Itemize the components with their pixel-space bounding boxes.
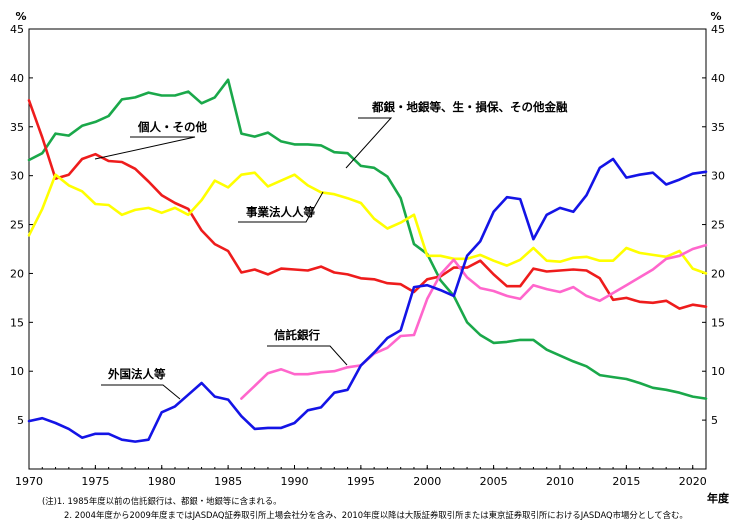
footnote-1: (注)1. 1985年度以前の信託銀行は、都銀・地銀等に含まれる。 [42,496,282,506]
series-line-3 [240,243,708,400]
annotation-leader-1 [94,136,196,160]
annotation-leader-3 [267,345,348,366]
x-tick-label: 1970 [15,475,43,488]
series-line-4 [27,157,708,443]
x-tick-label: 2015 [612,475,640,488]
y-tick-label-left: 40 [10,72,24,85]
y-tick-label-right: 40 [711,72,725,85]
y-tick-label-right: 30 [711,170,725,183]
y-tick-label-left: 15 [10,316,24,329]
y-tick-label-right: 20 [711,267,725,280]
x-tick-label: 1990 [280,475,308,488]
y-tick-label-left: 25 [10,219,24,232]
x-tick-label: 1995 [347,475,375,488]
y-unit-left: % [15,10,26,23]
series-line-2 [27,171,708,275]
y-tick-label-left: 30 [10,170,24,183]
x-axis-label: 年度 [707,491,730,505]
y-tick-label-right: 15 [711,316,725,329]
y-tick-label-right: 5 [711,414,718,427]
x-tick-label: 1975 [81,475,109,488]
annotation-leader-4 [101,384,181,400]
x-tick-label: 2005 [480,475,508,488]
y-tick-label-right: 10 [711,365,725,378]
plot-frame [28,28,707,470]
annotation-label-1: 個人・その他 [137,120,207,134]
x-tick-label: 2000 [413,475,441,488]
y-tick-label-right: 25 [711,219,725,232]
x-tick-label: 2010 [546,475,574,488]
footnote-2: 2. 2004年度から2009年度まではJASDAQ証券取引所上場会社分を含み、… [64,510,688,520]
annotation-leader-2 [238,191,324,223]
series-line-1 [27,99,708,310]
y-tick-label-right: 35 [711,121,725,134]
x-tick-label: 2020 [679,475,707,488]
x-tick-label: 1985 [214,475,242,488]
y-tick-label-left: 45 [10,23,24,36]
series-line-0 [27,78,708,400]
y-unit-right: % [710,10,721,23]
annotation-label-3: 信託銀行 [274,328,320,342]
annotation-label-4: 外国法人等 [107,367,166,381]
y-tick-label-left: 35 [10,121,24,134]
annotation-label-0: 都銀・地銀等、生・損保、その他金融 [371,100,568,114]
y-tick-label-left: 20 [10,267,24,280]
y-tick-label-right: 45 [711,23,725,36]
y-tick-label-left: 10 [10,365,24,378]
y-tick-label-left: 5 [17,414,24,427]
x-tick-label: 1980 [148,475,176,488]
annotation-label-2: 事業法人人等 [246,205,315,219]
annotation-leader-0 [345,117,393,169]
